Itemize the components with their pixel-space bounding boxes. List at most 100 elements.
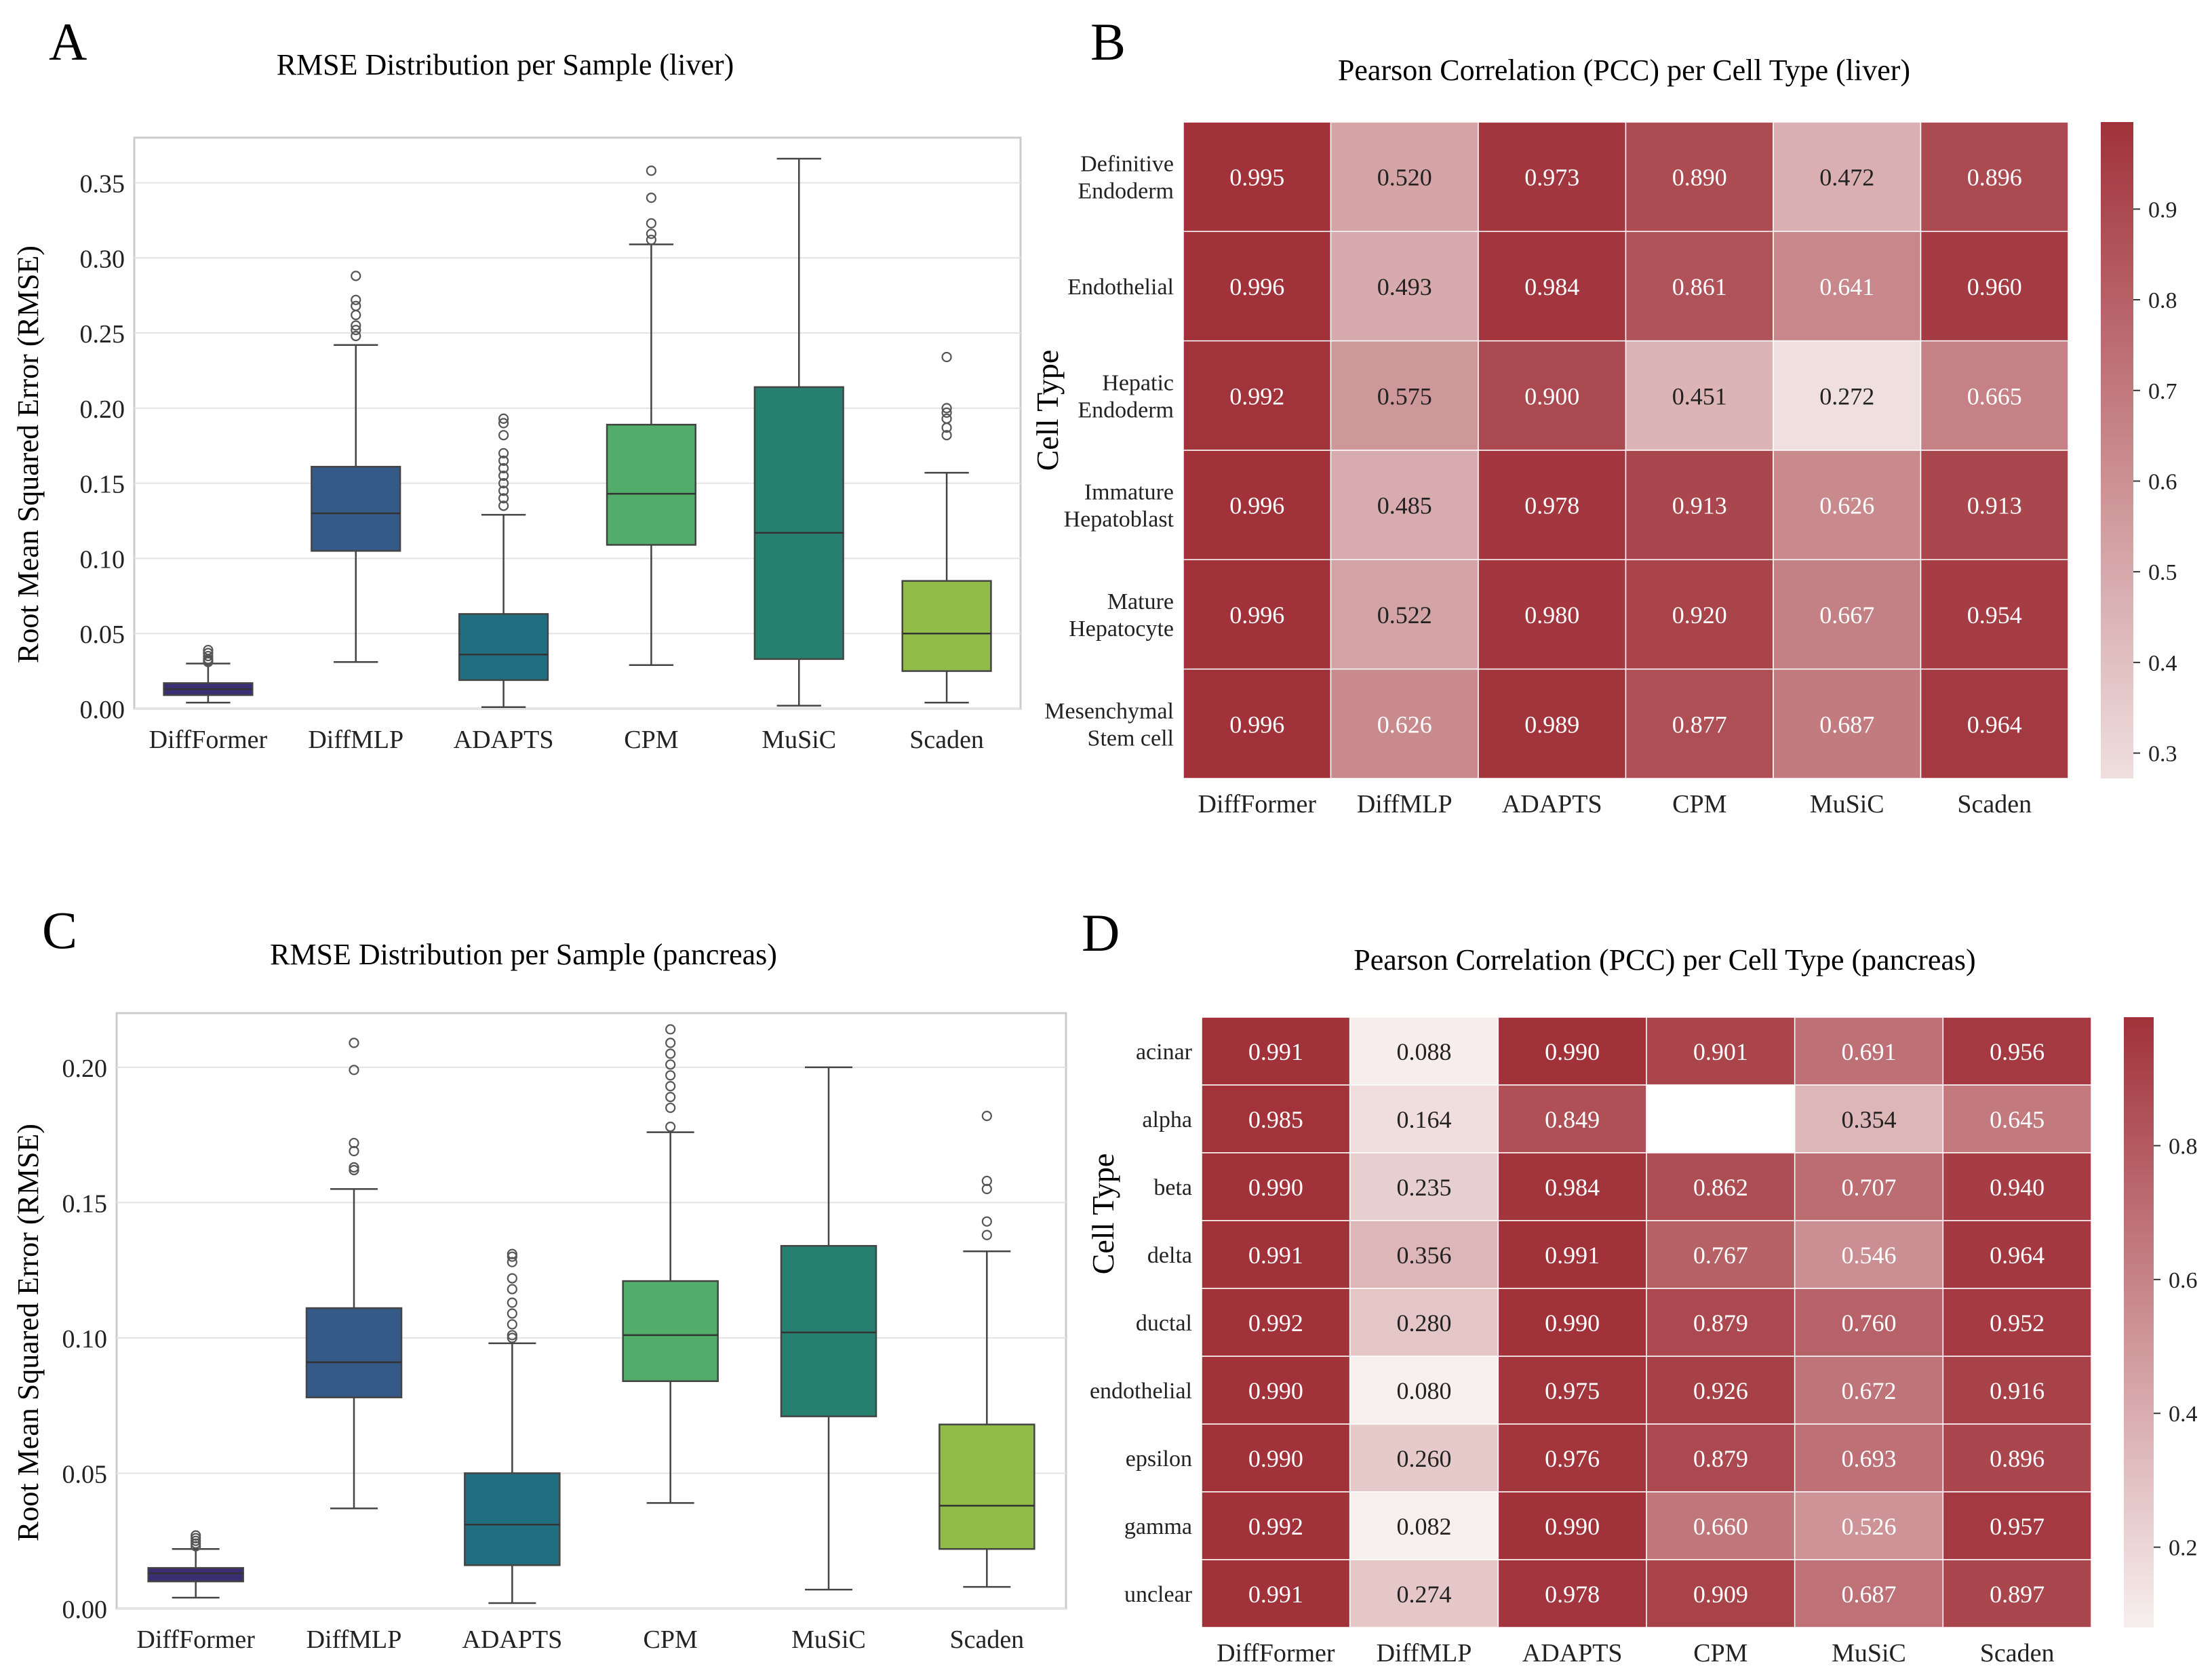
- box-adapts: [458, 613, 549, 682]
- heatmap-cell: [1349, 1356, 1499, 1425]
- heatmap-cell: [1497, 1288, 1647, 1357]
- heatmap-cell: [1201, 1220, 1351, 1289]
- colorbar-tick-label: 0.5: [2148, 560, 2177, 585]
- cell-value: 0.493: [1377, 273, 1432, 300]
- cell-value: 0.901: [1693, 1038, 1748, 1065]
- heatmap-cell: [1349, 1491, 1499, 1560]
- cell-value: 0.985: [1248, 1106, 1303, 1133]
- cell-value: 0.960: [1967, 273, 2022, 300]
- cell-value: 0.896: [1967, 164, 2022, 191]
- cell-value: 0.952: [1990, 1309, 2045, 1337]
- outlier-point: [351, 294, 361, 305]
- panel-label-c: C: [42, 901, 77, 960]
- cell-value: 0.989: [1524, 711, 1579, 738]
- y-axis-label-b: Cell Type: [1030, 350, 1065, 471]
- cell-value: 0.280: [1397, 1309, 1452, 1337]
- outlier-point: [507, 1297, 517, 1308]
- cell-value: 0.926: [1693, 1377, 1748, 1404]
- cell-value: 0.956: [1990, 1038, 2045, 1065]
- cell-value: 0.964: [1967, 711, 2022, 738]
- cell-value: 0.992: [1248, 1309, 1303, 1337]
- heatmap-cell: [1920, 668, 2069, 779]
- cell-value: 0.088: [1397, 1038, 1452, 1065]
- cell-value: 0.862: [1693, 1174, 1748, 1201]
- row-label: Definitive: [1080, 152, 1174, 177]
- outlier-point: [498, 448, 509, 458]
- heatmap-cell: [1478, 340, 1627, 451]
- cell-value: 0.485: [1377, 492, 1432, 519]
- outlier-point: [665, 1081, 676, 1092]
- cell-value: 0.990: [1545, 1038, 1600, 1065]
- heatmap-cell: [1646, 1356, 1796, 1425]
- heatmap-cell: [1942, 1491, 2092, 1560]
- cell-value: 0.667: [1819, 601, 1874, 629]
- cell-value: 0.990: [1545, 1513, 1600, 1540]
- cell-value: 0.879: [1693, 1309, 1748, 1337]
- heatmap-cell: [1183, 121, 1332, 233]
- outlier-point: [646, 229, 657, 239]
- x-tick-label: CPM: [644, 1625, 698, 1654]
- heatmap-cell: [1497, 1084, 1647, 1153]
- heatmap-cell: [1330, 231, 1479, 342]
- chart-title-c: RMSE Distribution per Sample (pancreas): [270, 938, 777, 971]
- row-label: Immature: [1084, 480, 1174, 505]
- cell-value: 0.526: [1842, 1513, 1897, 1540]
- heatmap-cell: [1201, 1559, 1351, 1628]
- cell-value: 0.900: [1524, 382, 1579, 410]
- cell-value: 0.978: [1545, 1581, 1600, 1608]
- outlier-point: [498, 462, 509, 474]
- outlier-point: [941, 403, 952, 414]
- heatmap-cell: [1497, 1356, 1647, 1425]
- heatmap-cell: [1646, 1017, 1796, 1086]
- cell-value: 0.954: [1967, 601, 2022, 629]
- y-tick-label: 0.10: [80, 545, 125, 574]
- cell-value: 0.080: [1397, 1377, 1452, 1404]
- outlier-point: [665, 1024, 676, 1035]
- heatmap-cell: [1478, 231, 1627, 342]
- panel-b: B Pearson Correlation (PCC) per Cell Typ…: [1030, 12, 2177, 818]
- column-label: MuSiC: [1810, 790, 1884, 818]
- cell-value: 0.272: [1819, 382, 1874, 410]
- row-label: unclear: [1124, 1582, 1193, 1607]
- cell-value: 0.916: [1990, 1377, 2045, 1404]
- cell-value: 0.354: [1842, 1106, 1897, 1133]
- heatmap-cell: [1794, 1559, 1944, 1628]
- column-label: ADAPTS: [1522, 1639, 1623, 1668]
- outlier-point: [507, 1333, 517, 1343]
- heatmap-cell: [1646, 1491, 1796, 1560]
- outlier-point: [507, 1319, 517, 1330]
- outlier-point: [191, 1530, 201, 1541]
- outlier-point: [941, 413, 952, 424]
- y-axis-label-d: Cell Type: [1086, 1153, 1120, 1275]
- column-label: CPM: [1672, 790, 1726, 818]
- heatmap-cell: [1942, 1017, 2092, 1086]
- cell-value: 0.861: [1672, 273, 1727, 300]
- cell-value: 0.991: [1248, 1242, 1303, 1269]
- outlier-point: [351, 325, 361, 336]
- heatmap-cell: [1201, 1288, 1351, 1357]
- heatmap-cell: [1773, 668, 1922, 779]
- x-tick-label: MuSiC: [791, 1625, 866, 1654]
- outlier-point: [507, 1251, 517, 1262]
- heatmap-cell: [1942, 1288, 2092, 1357]
- box-cpm: [606, 423, 697, 546]
- outlier-point: [646, 218, 657, 229]
- column-label: MuSiC: [1832, 1639, 1906, 1668]
- box-adapts: [464, 1472, 561, 1566]
- cell-value: 0.260: [1397, 1445, 1452, 1472]
- cell-value: 0.995: [1229, 164, 1284, 191]
- outlier-point: [498, 470, 509, 481]
- cell-value: 0.356: [1397, 1242, 1452, 1269]
- cell-value: 0.645: [1990, 1106, 2045, 1133]
- heatmap-cell: [1794, 1491, 1944, 1560]
- heatmap-cell: [1497, 1017, 1647, 1086]
- cell-value: 0.973: [1524, 164, 1579, 191]
- heatmap-cell: [1625, 340, 1774, 451]
- cell-value: 0.879: [1693, 1445, 1748, 1472]
- cell-value: 0.849: [1545, 1106, 1600, 1133]
- y-axis-label-a: Root Mean Squared Error (RMSE): [12, 245, 45, 663]
- y-tick-label: 0.15: [80, 471, 125, 499]
- heatmap-cell: [1497, 1491, 1647, 1560]
- cell-value: 0.687: [1819, 711, 1874, 738]
- outlier-point: [203, 644, 214, 656]
